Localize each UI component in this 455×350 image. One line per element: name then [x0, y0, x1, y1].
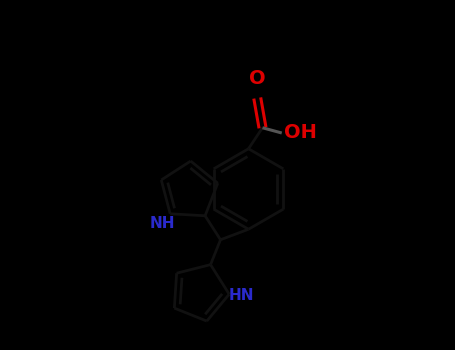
Text: NH: NH [150, 216, 175, 231]
Text: OH: OH [283, 124, 316, 142]
Text: HN: HN [229, 288, 254, 302]
Text: O: O [249, 69, 266, 88]
